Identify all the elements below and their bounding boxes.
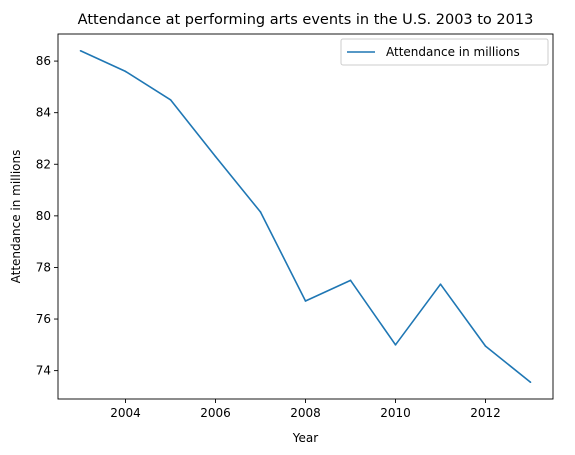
x-tick-label: 2008: [290, 406, 321, 420]
series-point: [529, 381, 532, 384]
series-point: [169, 98, 172, 101]
series-point: [79, 49, 82, 52]
plot-frame: [57, 33, 554, 400]
y-axis: 74 76 78 80 82 84 86: [36, 54, 58, 378]
y-tick-label: 76: [36, 312, 51, 326]
y-tick-label: 74: [36, 364, 51, 378]
series-point: [349, 279, 352, 282]
series-point: [484, 345, 487, 347]
series-point: [259, 211, 262, 213]
x-tick-label: 2004: [110, 406, 141, 420]
x-axis-label: Year: [292, 431, 318, 445]
x-tick-label: 2010: [380, 406, 411, 420]
series-point: [124, 70, 127, 73]
series-point: [439, 283, 442, 286]
series-point: [394, 344, 397, 346]
y-tick-label: 80: [36, 209, 51, 223]
y-tick-label: 84: [36, 106, 51, 120]
y-tick-label: 78: [36, 260, 51, 274]
legend-box: [340, 38, 549, 66]
legend: Attendance in millions: [340, 38, 549, 66]
x-axis: 2004 2006 2008 2010 2012: [110, 399, 501, 420]
x-tick-label: 2006: [200, 406, 231, 420]
y-axis-label: Attendance in millions: [9, 150, 23, 284]
series-point: [304, 300, 307, 302]
legend-label: Attendance in millions: [386, 45, 520, 59]
series-point: [214, 155, 217, 158]
y-tick-label: 86: [36, 54, 51, 68]
y-tick-label: 82: [36, 157, 51, 171]
series-line: [80, 50, 532, 383]
chart-title: Attendance at performing arts events in …: [78, 12, 534, 28]
x-tick-label: 2012: [470, 406, 501, 420]
series-layer: [79, 49, 532, 384]
